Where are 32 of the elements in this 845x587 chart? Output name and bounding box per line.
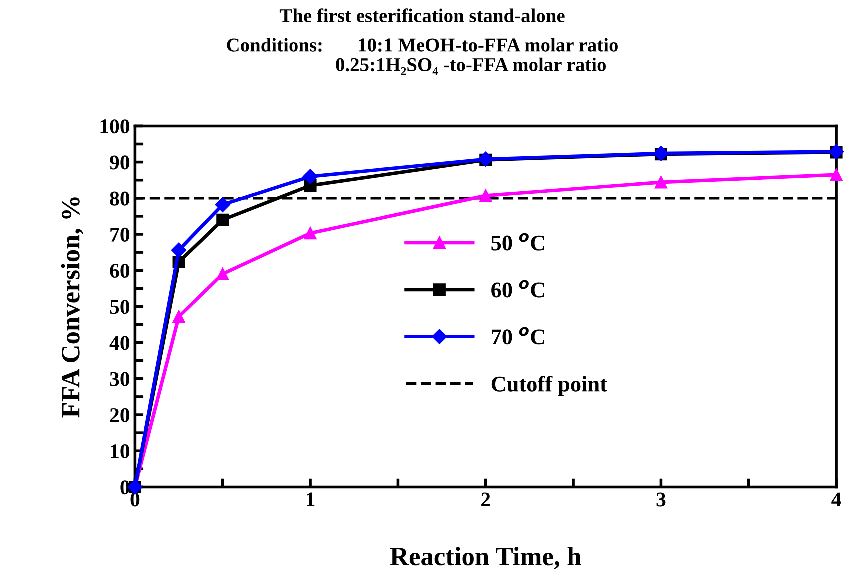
y-tick-label: 80 (110, 192, 130, 206)
y-tick-label: 20 (110, 408, 130, 422)
y-tick-label: 70 (110, 228, 130, 242)
point (171, 242, 187, 258)
x-tick-label: 1 (307, 492, 315, 507)
point (830, 168, 843, 182)
x-axis-title: Reaction Time, h (390, 547, 582, 570)
y-tick-label: 30 (110, 372, 130, 386)
y-tick-label: 100 (100, 120, 130, 134)
legend-label: 70 $^{o}$C (492, 327, 544, 345)
point (172, 310, 186, 324)
x-tick-label: 3 (656, 492, 666, 507)
point (216, 214, 230, 226)
legend-label: 50 $^{o}$C (492, 233, 544, 251)
point (304, 227, 317, 240)
x-tick-label: 4 (832, 492, 842, 507)
chart-subtitle: Conditions: 10:1 MeOH-to-FFA molar ratio 0.25:1H₂SO₄ -to-FFA molar ratio (227, 38, 618, 76)
y-tick-label: 10 (111, 444, 130, 459)
point (654, 176, 668, 189)
y-axis-title: FFA Conversion, % (61, 198, 84, 418)
x-tick-label: 2 (482, 492, 490, 507)
point (302, 169, 318, 184)
legend-label: 60 $^{o}$C (492, 280, 544, 298)
point (216, 268, 230, 280)
y-tick-label: 40 (110, 336, 130, 350)
y-tick-label: 50 (110, 300, 130, 314)
point (480, 190, 492, 202)
legend-label: Cutoff point (492, 376, 608, 396)
y-tick-label: 60 (110, 264, 130, 278)
chart-title: The first esterification stand-alone (280, 8, 565, 22)
y-tick-label: 90 (110, 156, 130, 170)
point (215, 197, 230, 212)
